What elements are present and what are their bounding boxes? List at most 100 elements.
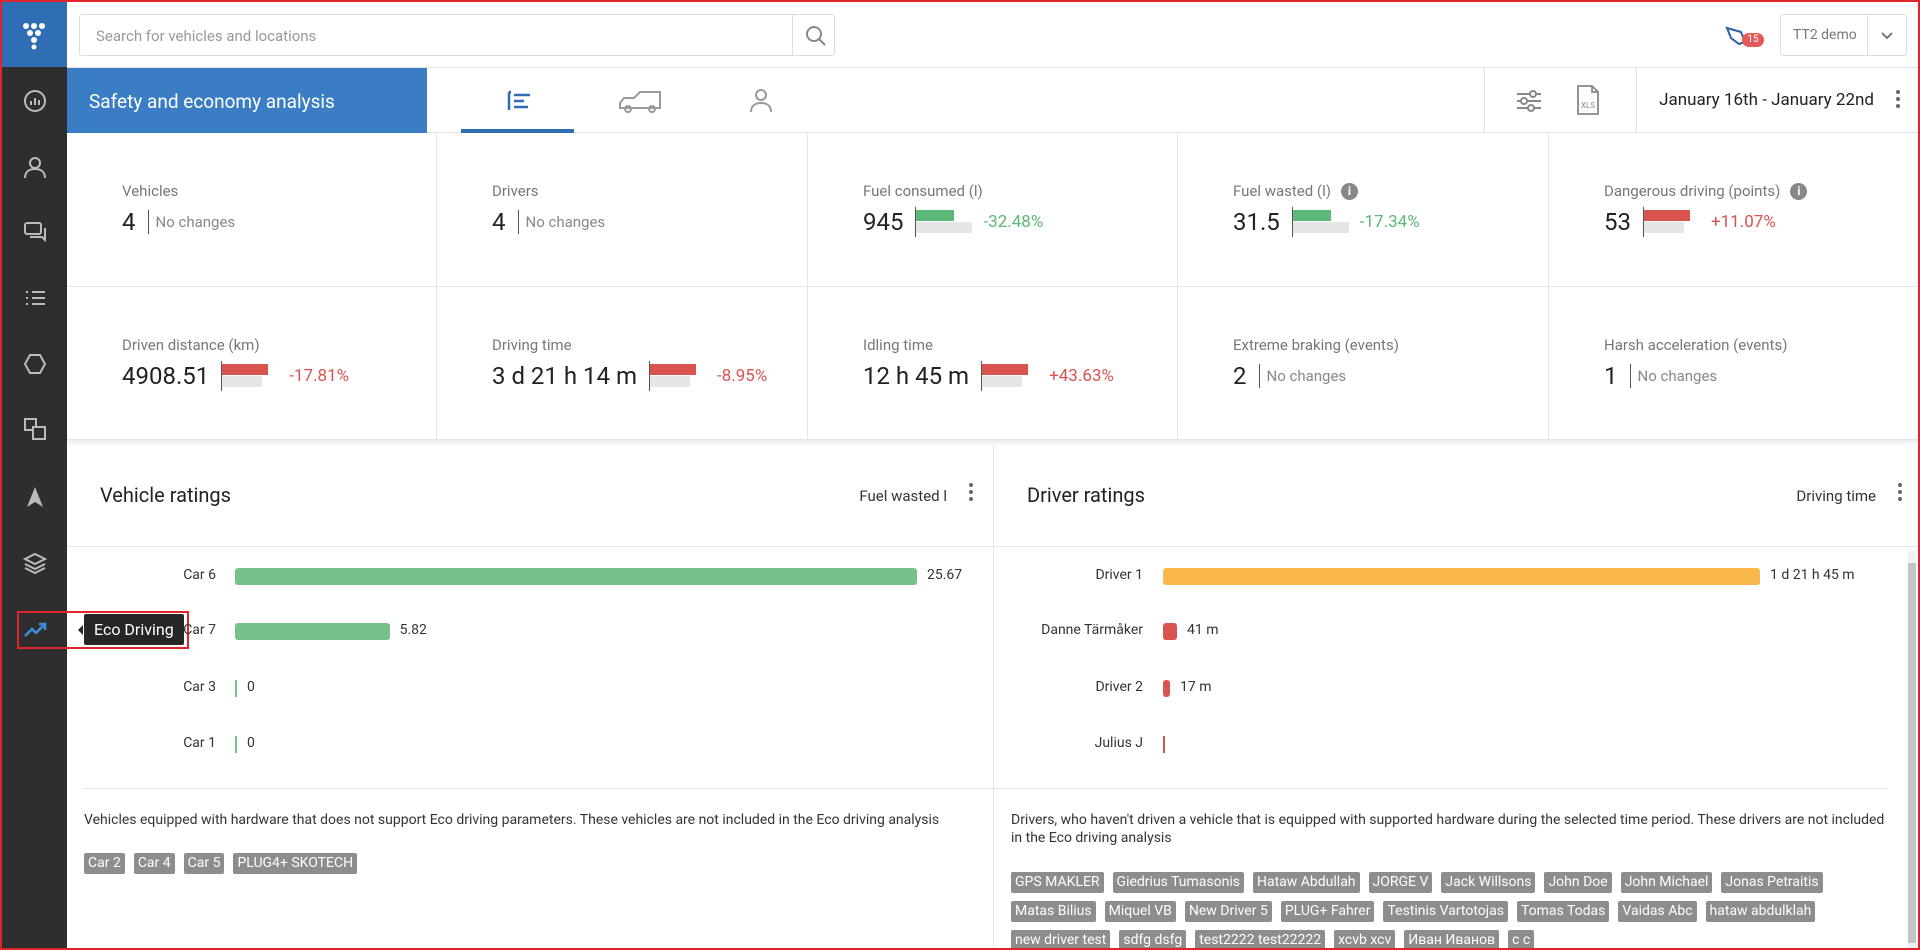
- separator: [84, 788, 1042, 789]
- nav-eco-driving[interactable]: [22, 616, 48, 642]
- kpi-change: No changes: [1258, 364, 1346, 388]
- unsupported-note: Vehicles equipped with hardware that doe…: [84, 812, 940, 828]
- page-header: Safety and economy analysis XLS January …: [67, 68, 1918, 133]
- kpi-value: 2: [1233, 362, 1247, 390]
- panel-metric[interactable]: Fuel wasted l: [859, 487, 947, 505]
- tag: Miquel VB: [1104, 901, 1176, 922]
- tag: xcvb xcv: [1334, 930, 1396, 948]
- previous-bar: [222, 376, 263, 387]
- comparison-bars: [915, 207, 973, 237]
- kpi-label: Driving time: [492, 336, 572, 354]
- nav-geofences[interactable]: [22, 351, 48, 377]
- kpi-label-row: Fuel consumed (l): [863, 181, 1177, 201]
- tag: Иван Иванов: [1404, 930, 1500, 948]
- kpi-label-row: Dangerous driving (points) i: [1604, 181, 1918, 201]
- tag: New Driver 5: [1184, 901, 1272, 922]
- nav-navigation[interactable]: [22, 484, 48, 510]
- kpi-value-row: 4 No changes: [492, 207, 807, 237]
- rating-bar: [1163, 736, 1165, 753]
- date-range[interactable]: January 16th - January 22nd: [1659, 90, 1874, 110]
- kpi-card: Idling time 12 h 45 m +43.63%: [808, 287, 1178, 440]
- logo-icon: [23, 23, 45, 50]
- tag: Vaidas Abc: [1618, 901, 1697, 922]
- unsupported-tags: GPS MAKLER Giedrius Tumasonis Hataw Abdull…: [1011, 872, 1891, 948]
- kpi-change: +43.63%: [1049, 366, 1114, 386]
- panel-title: Vehicle ratings: [100, 483, 231, 507]
- header-divider: [1484, 68, 1485, 133]
- account-name: TT2 demo: [1793, 27, 1857, 43]
- filter-settings-icon[interactable]: [1515, 87, 1543, 115]
- rating-value: 0: [247, 679, 255, 695]
- tag: Jack Willsons: [1441, 872, 1536, 893]
- rating-bar: [1163, 680, 1170, 697]
- tag: John Doe: [1544, 872, 1612, 893]
- comparison-bars: [1642, 207, 1699, 237]
- kpi-value: 945: [863, 208, 904, 236]
- tab-drivers[interactable]: [747, 86, 775, 114]
- header-menu[interactable]: [1896, 90, 1900, 111]
- panel-menu[interactable]: [1898, 483, 1902, 504]
- kpi-label: Drivers: [492, 182, 539, 200]
- tag: PLUG4+ SKOTECH: [233, 853, 358, 874]
- tab-vehicles[interactable]: [618, 84, 664, 116]
- current-bar: [982, 364, 1029, 375]
- kpi-label-row: Drivers: [492, 181, 807, 201]
- search-placeholder: Search for vehicles and locations: [96, 27, 317, 45]
- nav-dashboard[interactable]: [22, 88, 48, 114]
- rating-value: 25.67: [927, 567, 963, 583]
- kpi-card: Drivers 4 No changes: [437, 133, 808, 287]
- kpi-label: Fuel consumed (l): [863, 182, 983, 200]
- kpi-change: No changes: [517, 210, 605, 234]
- kpi-card: Dangerous driving (points) i 53 +11.07%: [1549, 133, 1918, 287]
- search-input[interactable]: Search for vehicles and locations: [79, 14, 835, 56]
- rating-bar: [1163, 623, 1177, 640]
- export-xls-icon[interactable]: XLS: [1574, 84, 1602, 116]
- scrollbar[interactable]: [1908, 551, 1916, 948]
- kpi-value: 4: [122, 208, 136, 236]
- kpi-label-row: Driven distance (km): [122, 335, 436, 355]
- scrollbar-thumb[interactable]: [1908, 563, 1916, 943]
- search-divider: [792, 15, 793, 55]
- info-icon[interactable]: i: [1790, 182, 1808, 200]
- highlight-frame: [17, 611, 189, 649]
- tag: Tomas Todas: [1516, 901, 1610, 922]
- kpi-label: Driven distance (km): [122, 336, 260, 354]
- current-bar: [1643, 210, 1690, 221]
- rating-value: 1 d 21 h 45 m: [1770, 567, 1855, 583]
- kpi-value: 3 d 21 h 14 m: [492, 362, 638, 390]
- kpi-value-row: 53 +11.07%: [1604, 207, 1918, 237]
- account-menu[interactable]: TT2 demo: [1780, 14, 1907, 56]
- nav-translations[interactable]: [22, 416, 48, 442]
- tag: Hataw Abdullah: [1252, 872, 1360, 893]
- kpi-label-row: Harsh acceleration (events): [1604, 335, 1918, 355]
- panel-metric[interactable]: Driving time: [1796, 487, 1876, 505]
- previous-bar: [1292, 222, 1349, 233]
- tag: GPS MAKLER: [1011, 872, 1104, 893]
- nav-drivers[interactable]: [22, 154, 48, 180]
- tag: Car 4: [133, 853, 175, 874]
- panel-title: Driver ratings: [1027, 483, 1145, 507]
- rating-bar: [1163, 568, 1760, 585]
- page-title: Safety and economy analysis: [67, 68, 427, 133]
- info-icon[interactable]: i: [1340, 182, 1358, 200]
- rating-label: Julius J: [1094, 735, 1143, 751]
- nav-messages[interactable]: [22, 219, 48, 245]
- account-divider: [1867, 15, 1868, 55]
- panel-menu[interactable]: [969, 483, 973, 504]
- nav-list[interactable]: [22, 285, 48, 311]
- kpi-card: Vehicles 4 No changes: [67, 133, 437, 287]
- driver-ratings-panel: Driver ratings Driving time Driver 1 1 d …: [994, 443, 1918, 948]
- logo[interactable]: [2, 2, 67, 67]
- tooltip: Eco Driving: [78, 614, 184, 645]
- kpi-card: Driving time 3 d 21 h 14 m -8.95%: [437, 287, 808, 440]
- tag: Matas Bilius: [1011, 901, 1096, 922]
- kpi-change: -17.81%: [289, 366, 350, 386]
- comparison-bars: [1291, 207, 1349, 237]
- current-bar: [222, 364, 269, 375]
- rating-bar: [235, 623, 390, 640]
- nav-layers[interactable]: [22, 550, 48, 576]
- search-icon[interactable]: [804, 24, 828, 48]
- tab-summary[interactable]: [505, 86, 535, 116]
- kpi-label-row: Fuel wasted (l) i: [1233, 181, 1548, 201]
- kpi-label-row: Extreme braking (events): [1233, 335, 1548, 355]
